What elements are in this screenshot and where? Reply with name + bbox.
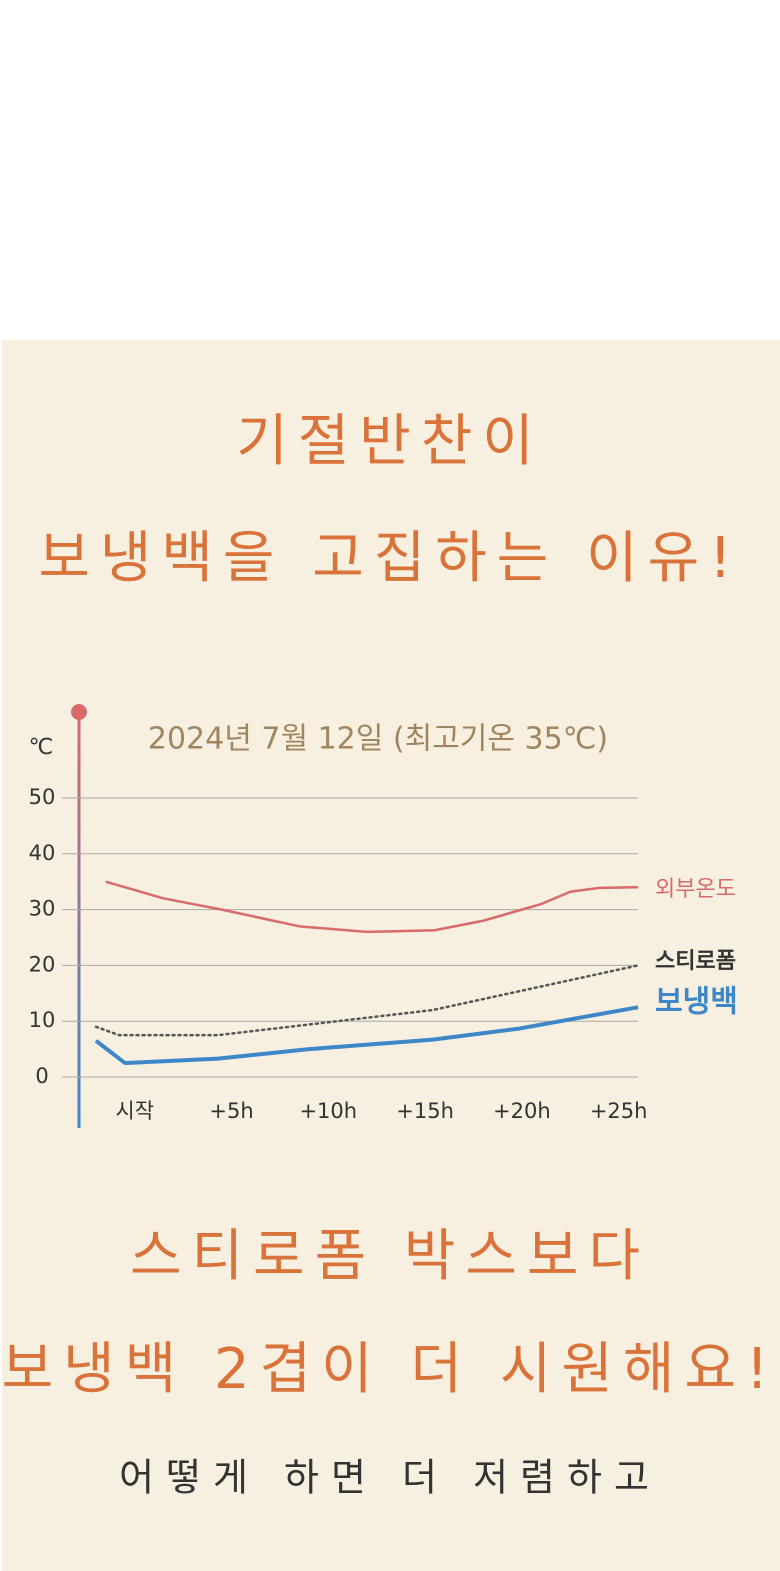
headline: 보냉백을 고집하는 이유!: [38, 526, 741, 591]
y-tick-label: 0: [35, 1064, 48, 1088]
y-tick-label: 30: [29, 897, 56, 921]
background-panel: [2, 340, 780, 1571]
x-tick-label: 시작: [115, 1099, 154, 1123]
y-tick-label: 20: [29, 952, 56, 976]
headline: 기절반찬이: [236, 409, 544, 474]
x-tick-label: +20h: [493, 1099, 551, 1123]
y-tick-label: 40: [29, 841, 56, 865]
series-line: [94, 1005, 639, 1066]
series-line: [105, 880, 639, 934]
x-tick-label: +25h: [590, 1099, 648, 1123]
y-axis-label: ℃: [29, 735, 54, 760]
legend-label: 스티로폼: [655, 949, 736, 974]
x-tick-label: +10h: [299, 1099, 357, 1123]
subhead: 보냉백 2겹이 더 시원해요!: [2, 1337, 779, 1402]
y-tick-label: 50: [29, 785, 56, 809]
legend-label: 보냉백: [655, 985, 738, 1020]
series-line: [94, 964, 640, 1037]
legend-label: 외부온도: [655, 877, 736, 902]
x-tick-label: +5h: [209, 1099, 253, 1123]
chart-title: 2024년 7월 12일 (최고기온 35℃): [148, 722, 608, 757]
subhead: 스티로폼 박스보다: [130, 1224, 650, 1289]
x-tick-label: +15h: [396, 1099, 454, 1123]
y-tick-label: 10: [29, 1008, 56, 1032]
axis-dot: [71, 704, 87, 720]
body-text: 어떻게 하면 더 저렴하고: [119, 1456, 661, 1500]
